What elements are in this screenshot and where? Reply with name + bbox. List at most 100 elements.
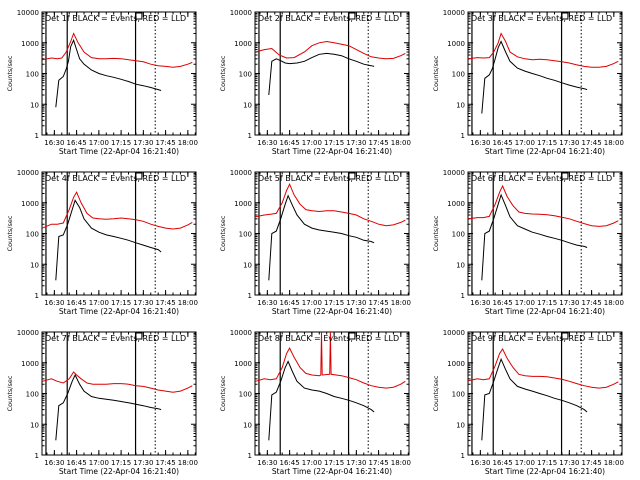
- panel-title: Det 5f BLACK = Events, RED = LLD: [258, 174, 399, 183]
- x-tick-label: 18:00: [178, 299, 198, 307]
- events-series-line: [55, 38, 162, 108]
- x-tick-label: 17:15: [111, 139, 131, 147]
- attenuator-box-icon: [348, 172, 356, 180]
- x-tick-label: 16:45: [280, 299, 300, 307]
- plot-frame: [467, 171, 623, 296]
- y-tick-label: 10000: [230, 329, 252, 337]
- x-tick-label: 17:15: [537, 139, 557, 147]
- x-tick-label: 16:45: [493, 299, 513, 307]
- y-tick-label: 1000: [447, 360, 465, 368]
- x-tick-label: 17:00: [515, 459, 535, 467]
- y-axis-label: Counts/sec: [432, 55, 440, 91]
- y-tick-label: 10: [243, 261, 252, 269]
- y-tick-label: 1: [248, 452, 252, 460]
- x-axis-label: Start Time (22-Apr-04 16:21:40): [272, 147, 392, 156]
- x-tick-label: 18:00: [178, 139, 198, 147]
- x-tick-label: 17:30: [133, 139, 153, 147]
- attenuator-box-icon: [135, 172, 143, 180]
- x-tick-label: 17:45: [582, 459, 602, 467]
- y-tick-label: 10000: [443, 169, 465, 177]
- y-tick-label: 1000: [447, 40, 465, 48]
- x-tick-label: 16:30: [44, 139, 64, 147]
- x-tick-label: 16:45: [280, 459, 300, 467]
- y-tick-label: 1000: [21, 200, 39, 208]
- attenuator-box-icon: [135, 332, 143, 340]
- lld-series-line: [468, 32, 619, 68]
- x-tick-label: 18:00: [391, 459, 411, 467]
- detector-panel-2: 1 10 100 1000 10000 16:30 16:45 17:00 17:15 17:30…: [219, 9, 411, 156]
- y-axis-label: Counts/sec: [219, 215, 227, 251]
- y-tick-label: 10000: [230, 169, 252, 177]
- panel-title: Det 1f BLACK = Events, RED = LLD: [45, 14, 186, 23]
- y-tick-label: 10: [456, 101, 465, 109]
- y-tick-label: 100: [239, 391, 252, 399]
- x-tick-label: 18:00: [391, 139, 411, 147]
- x-tick-label: 17:30: [133, 459, 153, 467]
- panel-title: Det 8f BLACK = Events, RED = LLD: [258, 334, 399, 343]
- x-tick-label: 17:45: [156, 139, 176, 147]
- events-series-line: [55, 199, 162, 281]
- x-tick-label: 16:30: [470, 299, 490, 307]
- y-tick-label: 1: [35, 292, 39, 300]
- y-tick-label: 1: [248, 292, 252, 300]
- detector-panel-9: 1 10 100 1000 10000 16:30 16:45 17:00 17:15 17:30…: [432, 329, 624, 476]
- y-tick-label: 100: [26, 231, 39, 239]
- x-tick-label: 17:45: [369, 299, 389, 307]
- x-tick-label: 17:15: [111, 299, 131, 307]
- y-axis-label: Counts/sec: [219, 55, 227, 91]
- y-tick-label: 1: [461, 292, 465, 300]
- y-tick-label: 10000: [443, 329, 465, 337]
- x-tick-label: 18:00: [391, 299, 411, 307]
- y-tick-label: 1000: [447, 200, 465, 208]
- events-series-line: [481, 357, 588, 441]
- y-tick-label: 10: [30, 261, 39, 269]
- x-tick-label: 17:45: [582, 299, 602, 307]
- y-tick-label: 10: [243, 421, 252, 429]
- x-tick-label: 16:45: [67, 459, 87, 467]
- x-tick-label: 17:45: [156, 459, 176, 467]
- panel-title: Det 7f BLACK = Events, RED = LLD: [45, 334, 186, 343]
- y-tick-label: 10000: [17, 169, 39, 177]
- x-tick-label: 16:45: [280, 139, 300, 147]
- y-tick-label: 1: [461, 452, 465, 460]
- x-tick-label: 17:15: [537, 299, 557, 307]
- x-axis-label: Start Time (22-Apr-04 16:21:40): [485, 147, 605, 156]
- y-tick-label: 10000: [230, 9, 252, 17]
- y-tick-label: 100: [452, 391, 465, 399]
- events-series-line: [268, 194, 375, 281]
- plot-frame: [254, 11, 410, 136]
- detector-panel-6: 1 10 100 1000 10000 16:30 16:45 17:00 17:15 17:30…: [432, 169, 624, 316]
- y-tick-label: 100: [452, 71, 465, 79]
- plot-frame: [467, 11, 623, 136]
- plot-frame: [41, 171, 197, 296]
- attenuator-box-icon: [561, 172, 569, 180]
- y-tick-label: 1: [35, 132, 39, 140]
- x-axis-label: Start Time (22-Apr-04 16:21:40): [272, 307, 392, 316]
- x-tick-label: 17:30: [559, 139, 579, 147]
- x-tick-label: 17:30: [133, 299, 153, 307]
- x-tick-label: 18:00: [604, 139, 624, 147]
- x-tick-label: 17:15: [324, 299, 344, 307]
- x-tick-label: 17:00: [302, 299, 322, 307]
- x-tick-label: 17:30: [346, 459, 366, 467]
- lld-series-line: [255, 40, 406, 60]
- y-tick-label: 10: [30, 421, 39, 429]
- detector-panel-3: 1 10 100 1000 10000 16:30 16:45 17:00 17:15 17:30…: [432, 9, 624, 156]
- lld-series-line: [42, 32, 193, 68]
- y-tick-label: 10: [456, 421, 465, 429]
- lld-series-line: [42, 371, 193, 393]
- x-tick-label: 17:45: [369, 459, 389, 467]
- plot-frame: [254, 331, 410, 456]
- x-tick-label: 17:00: [302, 139, 322, 147]
- x-axis-label: Start Time (22-Apr-04 16:21:40): [272, 467, 392, 476]
- x-tick-label: 17:00: [515, 139, 535, 147]
- x-tick-label: 16:30: [470, 459, 490, 467]
- x-axis-label: Start Time (22-Apr-04 16:21:40): [485, 467, 605, 476]
- plot-frame: [254, 171, 410, 296]
- y-tick-label: 10: [456, 261, 465, 269]
- x-tick-label: 17:00: [89, 299, 109, 307]
- panel-title: Det 6f BLACK = Events, RED = LLD: [471, 174, 612, 183]
- x-tick-label: 16:45: [493, 459, 513, 467]
- y-tick-label: 100: [26, 391, 39, 399]
- detector-panel-5: 1 10 100 1000 10000 16:30 16:45 17:00 17:15 17:30…: [219, 169, 411, 316]
